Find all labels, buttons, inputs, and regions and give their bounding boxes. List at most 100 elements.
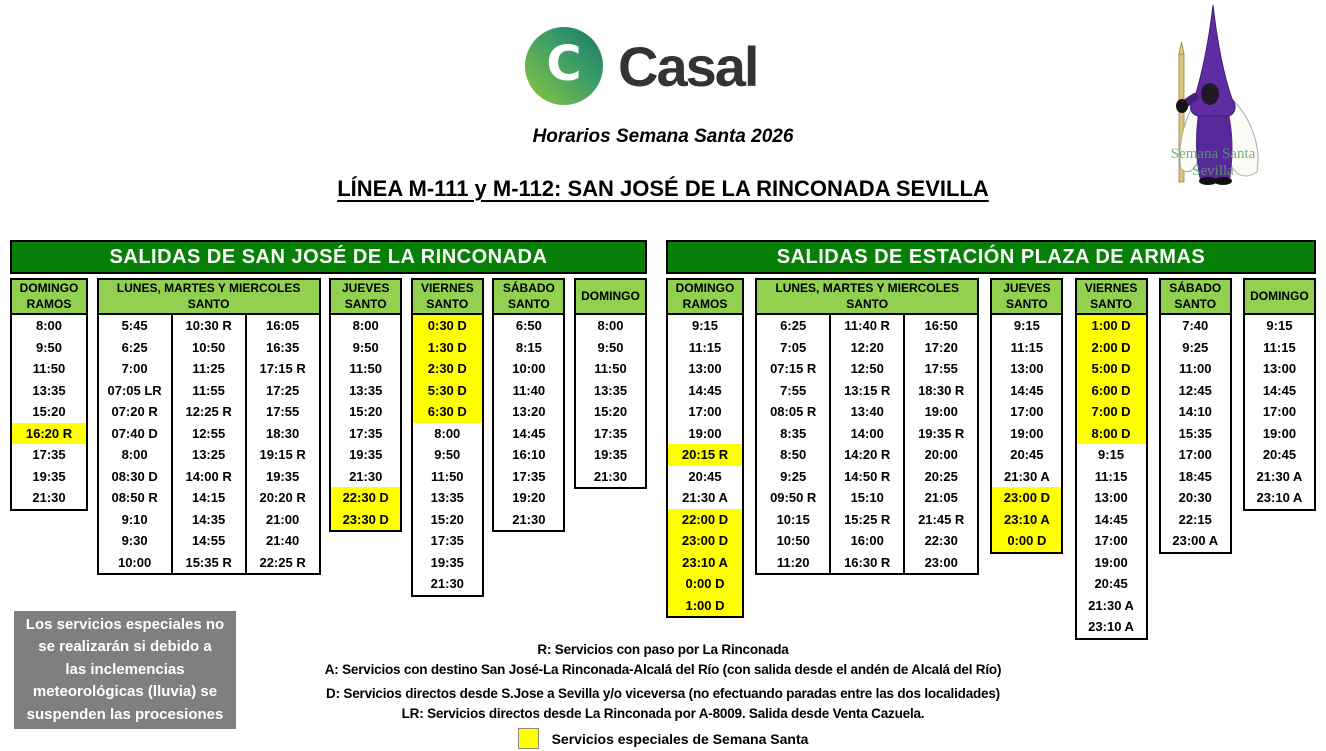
time-cell-special: 23:00 D	[668, 530, 742, 552]
glove-on-staff	[1176, 99, 1188, 113]
time-cell: 15:25 R	[844, 511, 891, 527]
time-cell: 6:25	[121, 339, 148, 355]
time-cell: 11:15	[1263, 339, 1296, 355]
time-cell: 21:30	[32, 490, 66, 506]
legend: R: Servicios con paso por La Rinconada A…	[250, 640, 1076, 749]
time-subcolumn: 8:00 9:50 11:50 13:35 15:20 17:35 19:35 21:30 22…	[331, 315, 401, 530]
time-cell: 14:45	[688, 382, 722, 398]
day-column-domingo-ramos: DOMINGO RAMOS 9:15 11:15 13:00 14:45 17:00 19:…	[666, 278, 744, 618]
legend-line-r: R: Servicios con paso por La Rinconada	[537, 642, 789, 657]
time-cell: 17:35	[593, 425, 628, 441]
time-list: 8:00 9:50 11:50 13:35 15:20 17:35 19:35 21:30 22…	[329, 315, 403, 532]
time-cell: 17:00	[1262, 404, 1297, 420]
board-title: SALIDAS DE SAN JOSÉ DE LA RINCONADA	[10, 240, 647, 274]
legend-line-d: D: Servicios directos desde S.Jose a Sev…	[326, 686, 1000, 701]
capirote-hood	[1190, 4, 1236, 117]
time-subcolumn: 0:30 D 1:30 D 2:30 D 5:30 D 6:30 D 8:00 9:50 11…	[412, 315, 482, 595]
time-cell: 14:45	[1010, 382, 1044, 398]
poster-subtitle: Horarios Semana Santa 2026	[532, 126, 794, 147]
time-cell: 21:30	[512, 511, 546, 527]
day-column-header: SÁBADO SANTO	[492, 278, 566, 315]
time-cell: 8:15	[515, 339, 542, 355]
legend-line-a: A: Servicios con destino San José-La Rin…	[324, 662, 1002, 677]
shoe-left	[1199, 177, 1217, 185]
time-subcolumn: 5:45 6:25 7:00 07:05 LR 07:20 R 07:40 D 8:00 08…	[99, 315, 171, 573]
day-column-header: LUNES, MARTES Y MIERCOLES SANTO	[96, 278, 321, 315]
time-subcolumn: 1:00 D 2:00 D 5:00 D 6:00 D 7:00 D 8:00 D 9:15…	[1076, 315, 1146, 638]
time-cell: 18:30 R	[918, 382, 965, 398]
time-cell: 13:15 R	[844, 382, 891, 398]
time-subcolumn: 8:00 9:50 11:50 13:35 15:20 17:35 19:35 21:30	[576, 315, 645, 487]
time-subcolumn: 8:00 9:50 11:50 13:35 15:20 16:20 R 17:35 19:35…	[12, 315, 86, 509]
time-cell: 12:55	[191, 425, 226, 441]
day-columns: DOMINGO RAMOS 8:00 9:50 11:50 13:35 15:20 16:2…	[10, 278, 647, 597]
time-subcolumn: 6:50 8:15 10:00 11:40 13:20 14:45 16:10 17:35 19…	[494, 315, 563, 530]
time-cell: 17:15 R	[259, 361, 306, 377]
time-cell-special: 1:30 D	[412, 336, 482, 358]
brand-name: Casal	[618, 34, 759, 98]
time-cell-special: 5:00 D	[1076, 358, 1146, 380]
day-column-header: DOMINGO	[573, 278, 647, 315]
purple-robe	[1195, 114, 1233, 180]
day-column-lunes-martes-y-miercoles-santo: LUNES, MARTES Y MIERCOLES SANTO 5:45 6:25 7…	[96, 278, 321, 575]
time-cell-special: 22:30 D	[331, 487, 401, 509]
time-cell: 19:00	[688, 425, 722, 441]
time-cell-special: 23:00 D	[992, 487, 1062, 509]
time-cell: 10:50	[776, 533, 810, 549]
time-cell: 08:50 R	[111, 490, 158, 506]
time-cell: 17:00	[1178, 447, 1212, 463]
time-cell: 21:40	[265, 533, 300, 549]
time-cell: 17:35	[32, 447, 66, 463]
time-cell: 8:00	[35, 318, 63, 334]
time-cell: 07:05 LR	[107, 382, 162, 398]
time-cell: 5:45	[121, 318, 148, 334]
time-cell: 20:45	[1010, 447, 1044, 463]
time-cell: 15:20	[349, 404, 383, 420]
time-cell: 21:00	[265, 511, 300, 527]
time-cell: 9:15	[1266, 318, 1293, 334]
time-subcolumn: 7:40 9:25 11:00 12:45 14:10 15:35 17:00 18:45 20…	[1161, 315, 1230, 552]
time-cell: 9:10	[121, 511, 148, 527]
time-cell: 20:45	[1094, 576, 1128, 592]
time-cell: 8:00	[597, 318, 624, 334]
time-cell: 15:20	[32, 404, 66, 420]
day-column-header: JUEVES SANTO	[990, 278, 1064, 315]
time-cell: 15:20	[430, 511, 464, 527]
time-cell-special: 6:30 D	[412, 401, 482, 423]
time-cell: 6:50	[515, 318, 542, 334]
time-cell: 07:40 D	[111, 425, 158, 441]
time-cell: 19:00	[1262, 425, 1297, 441]
time-cell: 20:00	[924, 447, 958, 463]
day-column-header: VIERNES SANTO	[410, 278, 484, 315]
time-cell: 14:50 R	[844, 468, 891, 484]
time-cell: 11:50	[594, 361, 627, 377]
time-cell: 17:55	[924, 361, 958, 377]
time-list: 8:00 9:50 11:50 13:35 15:20 16:20 R 17:35 19:35…	[10, 315, 88, 511]
time-cell: 6:25	[780, 318, 807, 334]
time-cell: 8:00	[121, 447, 148, 463]
time-cell: 9:15	[1098, 447, 1125, 463]
time-cell: 17:25	[265, 382, 300, 398]
time-cell-special: 0:30 D	[412, 315, 482, 337]
time-cell: 14:00	[850, 425, 884, 441]
day-column-domingo-ramos: DOMINGO RAMOS 8:00 9:50 11:50 13:35 15:20 16:2…	[10, 278, 88, 511]
time-cell: 7:00	[121, 361, 148, 377]
time-cell: 07:20 R	[111, 404, 158, 420]
time-cell: 21:30 A	[682, 490, 728, 506]
time-cell-special: 23:30 D	[331, 508, 401, 530]
time-cell-special: 5:30 D	[412, 379, 482, 401]
time-cell: 16:10	[512, 447, 546, 463]
time-list: 8:00 9:50 11:50 13:35 15:20 17:35 19:35 21:30	[573, 315, 647, 489]
time-cell: 19:35	[32, 468, 66, 484]
time-cell: 15:35	[1178, 425, 1212, 441]
time-cell: 17:35	[349, 425, 383, 441]
time-cell: 07:15 R	[770, 361, 817, 377]
day-columns: DOMINGO RAMOS 9:15 11:15 13:00 14:45 17:00 19:…	[666, 278, 1316, 640]
time-cell: 9:50	[35, 339, 63, 355]
time-cell: 21:30 A	[1088, 597, 1134, 613]
time-cell: 21:30	[593, 468, 628, 484]
day-column-s-bado-santo: SÁBADO SANTO 6:50 8:15 10:00 11:40 13:20 14:45…	[492, 278, 566, 532]
time-cell: 17:00	[1094, 533, 1128, 549]
time-cell: 11:15	[1094, 468, 1128, 484]
time-cell-special: 22:00 D	[668, 508, 742, 530]
